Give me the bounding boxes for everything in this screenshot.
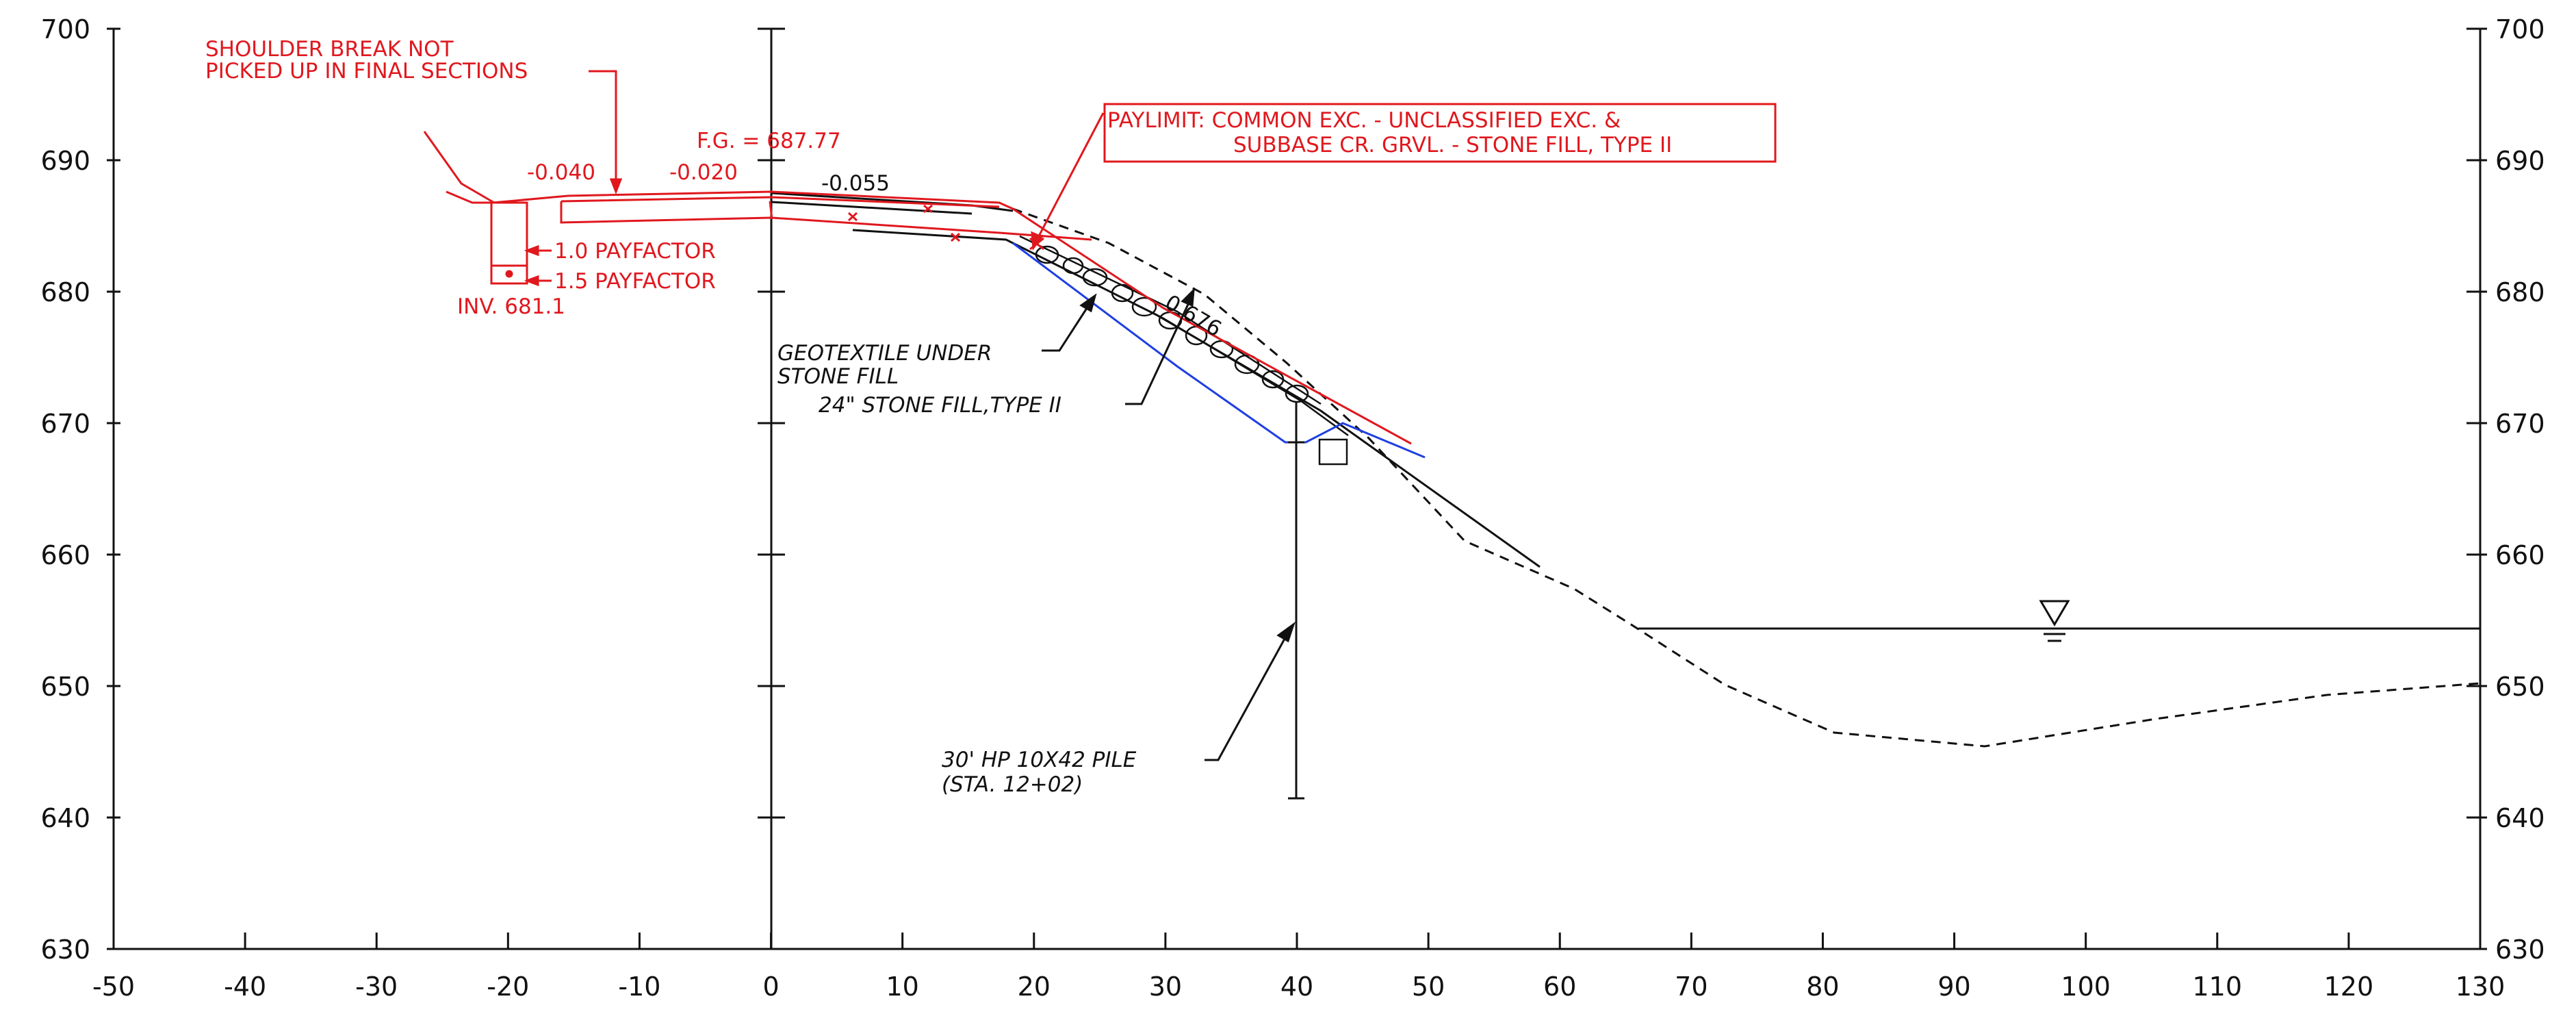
y-tick-label-left: 640 [40,803,90,833]
x-tick-label: 30 [1149,972,1182,1002]
pile-label-line1: 30' HP 10X42 PILE [942,748,1137,772]
x-tick-label: 130 [2456,972,2506,1002]
payfactor-1: 1.0 PAYFACTOR [554,239,716,264]
x-tick-label: 110 [2193,972,2243,1002]
geotextile-line2: STONE FILL [777,364,899,389]
payfactor-2: 1.5 PAYFACTOR [554,269,716,294]
x-tick-label: 60 [1543,972,1576,1002]
red-leaders [524,70,1105,287]
y-tick-label-left: 680 [40,277,90,307]
y-tick-label-right: 660 [2495,540,2545,570]
x-tick-label: -40 [224,972,266,1002]
y-tick-label-left: 670 [40,409,90,439]
slope-label-1: -0.040 [527,160,595,185]
pile [1288,403,1304,800]
y-tick-label-right: 650 [2495,672,2545,702]
x-tick-label: 50 [1412,972,1445,1002]
shoulder-note-line2: PICKED UP IN FINAL SECTIONS [205,59,528,84]
x-tick-label: 100 [2061,972,2111,1002]
slope-label-2: -0.020 [669,160,738,185]
y-tick-label-left: 650 [40,672,90,702]
y-tick-label-right: 640 [2495,803,2545,833]
x-tick-marks [112,933,2482,949]
x-tick-labels: -50 -40 -30 -20 -10 0 10 20 30 40 50 60 70 80 90 100 110… [92,972,2505,1002]
y-tick-label-right: 670 [2495,409,2545,439]
y-tick-labels-right: 700 690 680 670 660 650 640 630 [2495,14,2545,965]
slope-label-3: -0.055 [821,171,890,196]
geotextile-line1: GEOTEXTILE UNDER [777,341,992,366]
paylimit-line1: PAYLIMIT: COMMON EXC. - UNCLASSIFIED EXC… [1107,108,1621,133]
proposed-grading [423,131,1412,445]
y-tick-label-left: 660 [40,540,90,570]
x-tick-label: 80 [1806,972,1839,1002]
y-tick-labels-left: 700 690 680 670 660 650 640 630 [40,14,90,965]
shoulder-note-line1: SHOULDER BREAK NOT [205,37,454,62]
pile-label-line2: (STA. 12+02) [942,772,1083,797]
y-tick-label-right: 690 [2495,146,2545,176]
invert-label: INV. 681.1 [457,294,565,319]
x-tick-label: 120 [2324,972,2374,1002]
y-tick-marks [107,27,2487,950]
x-tick-label: -10 [618,972,660,1002]
red-annotations: SHOULDER BREAK NOT PICKED UP IN FINAL SE… [205,37,1672,319]
x-tick-label: 40 [1280,972,1313,1002]
x-tick-label: 10 [886,972,918,1002]
y-tick-label-left: 700 [40,14,90,45]
x-tick-label: 90 [1937,972,1970,1002]
y-tick-label-right: 630 [2495,935,2545,965]
x-tick-label: 20 [1018,972,1051,1002]
x-tick-label: -50 [92,972,135,1002]
x-tick-label: -20 [487,972,529,1002]
x-tick-label: -30 [355,972,398,1002]
y-tick-label-right: 700 [2495,14,2545,45]
fg-label: F.G. = 687.77 [697,129,841,153]
x-tick-label: 70 [1675,972,1708,1002]
paylimit-line2: SUBBASE CR. GRVL. - STONE FILL, TYPE II [1233,133,1672,157]
y-tick-label-right: 680 [2495,277,2545,307]
black-annotations: -0.055 0.676 GEOTEXTILE UNDER STONE FILL… [777,171,1226,797]
paylimit-box [1103,103,1777,163]
water-surface-icon [2039,600,2070,642]
existing-ground-line [1012,207,2481,748]
x-tick-label: 0 [762,972,779,1002]
stone-fill-label: 24" STONE FILL,TYPE II [819,393,1061,418]
y-tick-label-left: 690 [40,146,90,176]
stone-fill [1012,235,1349,466]
y-tick-label-left: 630 [40,935,90,965]
black-leaders [1042,288,1296,761]
